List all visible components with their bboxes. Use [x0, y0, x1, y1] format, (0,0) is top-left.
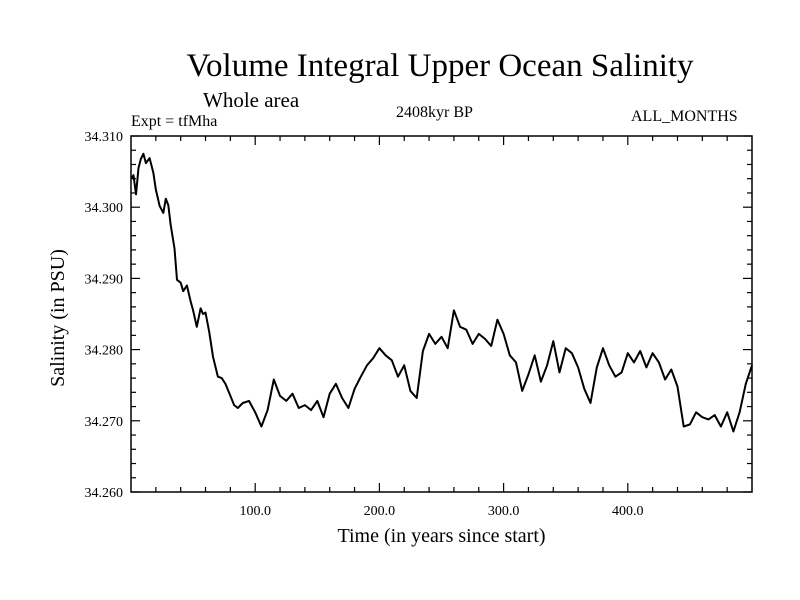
- months-label: ALL_MONTHS: [631, 108, 738, 125]
- axis-ticks: [131, 135, 752, 493]
- period-label: 2408kyr BP: [396, 104, 473, 121]
- axis-tick-labels: 100.0 200.0 300.0 400.0 34.260 34.270 34.280 34…: [85, 130, 644, 519]
- y-tick-label: 34.270: [85, 415, 124, 430]
- x-tick-label: 200.0: [364, 504, 396, 519]
- y-tick-label: 34.310: [85, 130, 124, 145]
- x-tick-label: 300.0: [488, 504, 520, 519]
- y-axis-label: Salinity (in PSU): [47, 249, 69, 387]
- x-axis-label: Time (in years since start): [337, 525, 545, 547]
- salinity-series-line: [130, 152, 753, 433]
- chart-subtitle: Whole area: [203, 88, 300, 112]
- y-tick-label: 34.260: [85, 486, 124, 501]
- chart-title: Volume Integral Upper Ocean Salinity: [186, 48, 694, 84]
- y-tick-label: 34.290: [85, 272, 124, 287]
- y-tick-label: 34.280: [85, 344, 124, 359]
- x-tick-label: 100.0: [239, 504, 271, 519]
- x-tick-label: 400.0: [612, 504, 644, 519]
- plot-area-frame: [130, 135, 753, 493]
- y-tick-label: 34.300: [85, 201, 124, 216]
- experiment-label: Expt = tfMha: [131, 113, 218, 130]
